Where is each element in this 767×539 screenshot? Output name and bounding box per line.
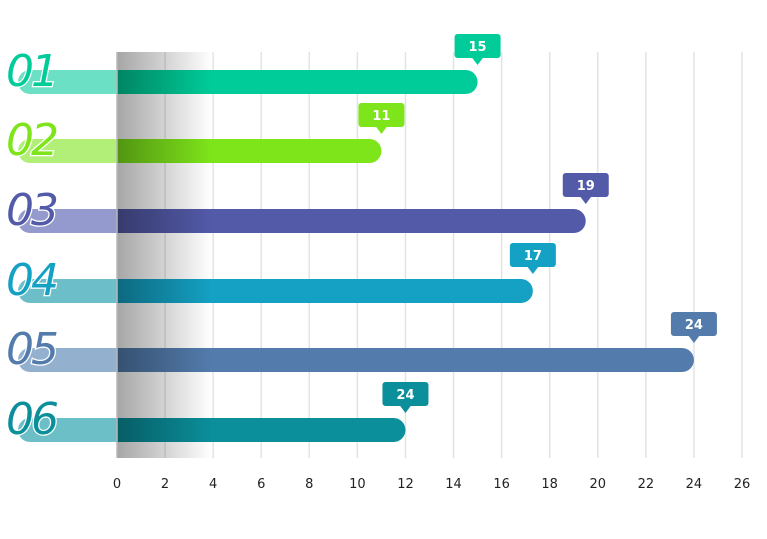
x-tick-label: 26 bbox=[734, 477, 751, 492]
callout-box bbox=[509, 243, 556, 267]
x-axis-ticks: 0 2 4 6 8 10 12 14 16 18 20 22 24 26 bbox=[113, 477, 750, 492]
bar-row-05: 05 bbox=[5, 323, 694, 376]
callout-box bbox=[670, 312, 717, 336]
callout-pointer bbox=[375, 126, 388, 134]
callout-pointer bbox=[471, 57, 484, 65]
callout-pointer bbox=[526, 266, 539, 274]
bars: 01 02 03 04 05 06 bbox=[5, 45, 694, 446]
bar-shadow bbox=[117, 52, 212, 458]
callout-box bbox=[358, 103, 405, 127]
x-tick-label: 14 bbox=[445, 477, 462, 492]
bar-row-04: 04 bbox=[5, 254, 533, 307]
category-pill bbox=[18, 348, 117, 372]
callout-pointer bbox=[687, 335, 700, 343]
x-tick-label: 2 bbox=[161, 477, 169, 492]
callout-box bbox=[382, 382, 429, 406]
x-tick-label: 4 bbox=[209, 477, 217, 492]
data-label-callout: 15 bbox=[454, 34, 501, 65]
data-label: 19 bbox=[577, 179, 595, 194]
bar bbox=[117, 348, 694, 372]
x-tick-label: 12 bbox=[397, 477, 414, 492]
gridlines bbox=[164, 52, 743, 458]
callout-box bbox=[454, 34, 501, 58]
category-label: 05 bbox=[6, 324, 57, 375]
bar-row-01: 01 bbox=[5, 45, 478, 98]
bar bbox=[117, 209, 586, 233]
category-pill bbox=[18, 209, 117, 233]
category-pill bbox=[18, 418, 117, 442]
bar-row-03: 03 bbox=[5, 184, 586, 237]
category-label: 06 bbox=[6, 394, 58, 445]
data-labels: 15 11 19 17 24 24 bbox=[358, 34, 717, 413]
data-label-callout: 11 bbox=[358, 103, 405, 134]
bar bbox=[117, 279, 533, 303]
data-label-callout: 17 bbox=[509, 243, 556, 274]
callout-pointer bbox=[399, 405, 412, 413]
data-label: 17 bbox=[524, 249, 542, 264]
x-tick-label: 16 bbox=[493, 477, 510, 492]
category-label: 04 bbox=[6, 255, 56, 306]
category-pill bbox=[18, 70, 117, 94]
data-label: 11 bbox=[372, 109, 390, 124]
data-label-callout: 24 bbox=[382, 382, 429, 413]
category-label: 03 bbox=[6, 185, 57, 236]
category-pill bbox=[18, 139, 117, 163]
x-tick-label: 0 bbox=[113, 477, 121, 492]
x-tick-label: 18 bbox=[541, 477, 558, 492]
data-label-callout: 24 bbox=[670, 312, 717, 343]
x-tick-label: 8 bbox=[305, 477, 313, 492]
callout-pointer bbox=[579, 196, 592, 204]
data-label: 24 bbox=[396, 388, 414, 403]
x-tick-label: 6 bbox=[257, 477, 265, 492]
x-tick-label: 24 bbox=[686, 477, 703, 492]
data-label: 24 bbox=[685, 318, 703, 333]
data-label-callout: 19 bbox=[562, 173, 609, 204]
category-label: 01 bbox=[6, 46, 56, 97]
x-tick-label: 10 bbox=[349, 477, 366, 492]
callout-box bbox=[562, 173, 609, 197]
x-tick-label: 22 bbox=[638, 477, 655, 492]
data-label: 15 bbox=[469, 40, 487, 55]
category-label: 02 bbox=[6, 115, 57, 166]
category-pill bbox=[18, 279, 117, 303]
x-tick-label: 20 bbox=[589, 477, 606, 492]
